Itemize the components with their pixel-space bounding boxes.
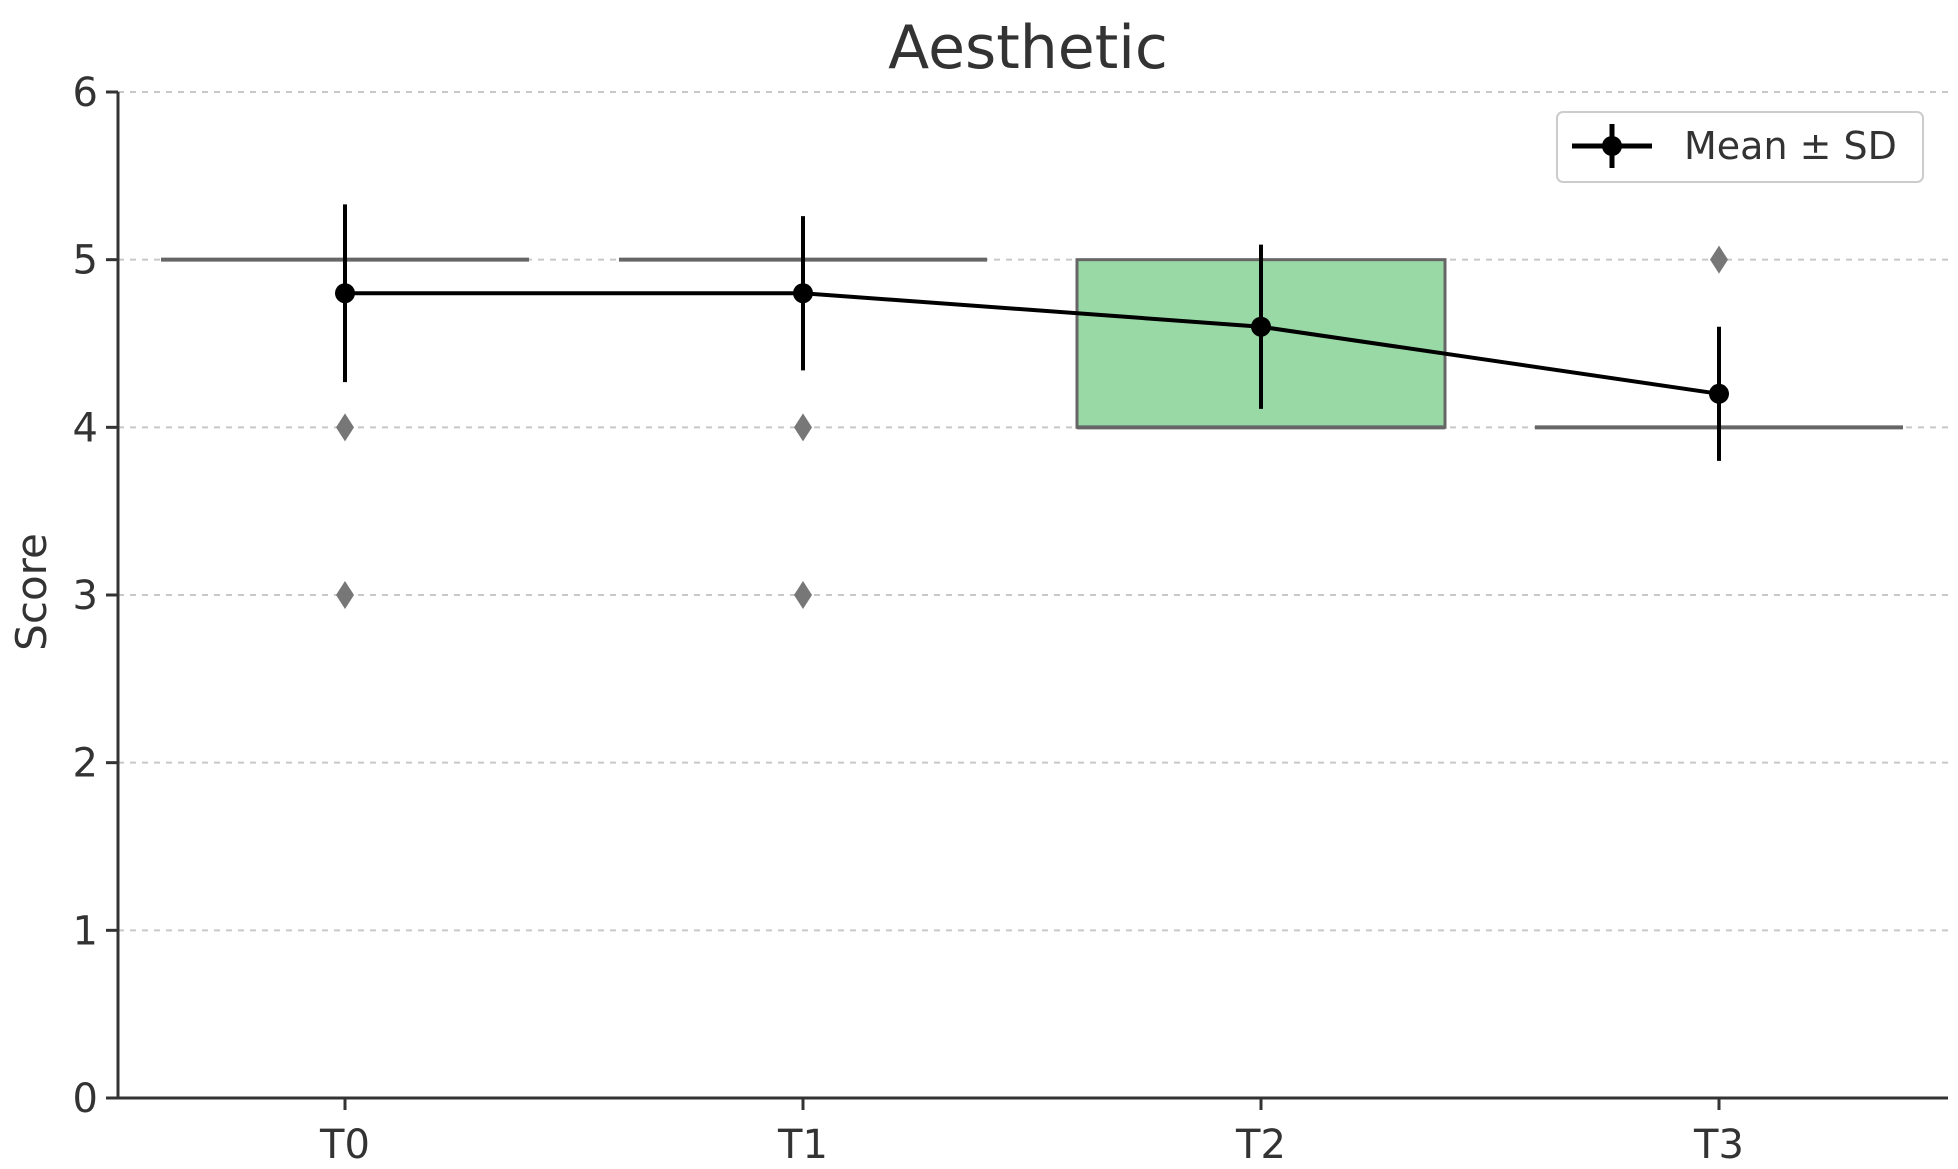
axes: 0 1 2 3 4 5 6 T0 T1 T2 T3	[73, 70, 1948, 1168]
mean-point	[335, 283, 355, 304]
outlier-marker	[1710, 245, 1728, 274]
mean-point	[793, 283, 813, 304]
x-tick-label: T3	[1693, 1122, 1744, 1168]
mean-line	[345, 291, 1720, 396]
outlier-marker	[794, 581, 812, 609]
y-tick-label: 0	[73, 1076, 98, 1122]
y-tick-label: 2	[73, 741, 98, 787]
x-tick-label: T0	[319, 1122, 370, 1168]
mean-point	[1251, 316, 1271, 337]
legend-frame	[1556, 111, 1924, 183]
x-tick-label: T1	[777, 1122, 828, 1168]
mean-point	[1709, 383, 1729, 404]
y-tick-label: 4	[73, 405, 98, 451]
y-tick-label: 1	[73, 908, 98, 954]
x-tick-label: T2	[1235, 1122, 1286, 1168]
y-tick-label: 3	[73, 573, 98, 619]
legend: Mean ± SD	[1556, 111, 1924, 183]
legend-label: Mean ± SD	[1684, 124, 1897, 168]
mean-sd-series	[335, 204, 1729, 461]
y-tick-label: 6	[73, 70, 98, 116]
chart-title: Aesthetic	[888, 13, 1168, 83]
y-axis-label: Score	[7, 533, 56, 651]
y-tick-label: 5	[73, 238, 98, 284]
outlier-marker	[794, 413, 812, 442]
legend-point-marker	[1602, 136, 1622, 156]
outlier-marker	[336, 413, 354, 442]
grid-lines	[118, 91, 1948, 932]
outlier-marker	[336, 581, 354, 609]
